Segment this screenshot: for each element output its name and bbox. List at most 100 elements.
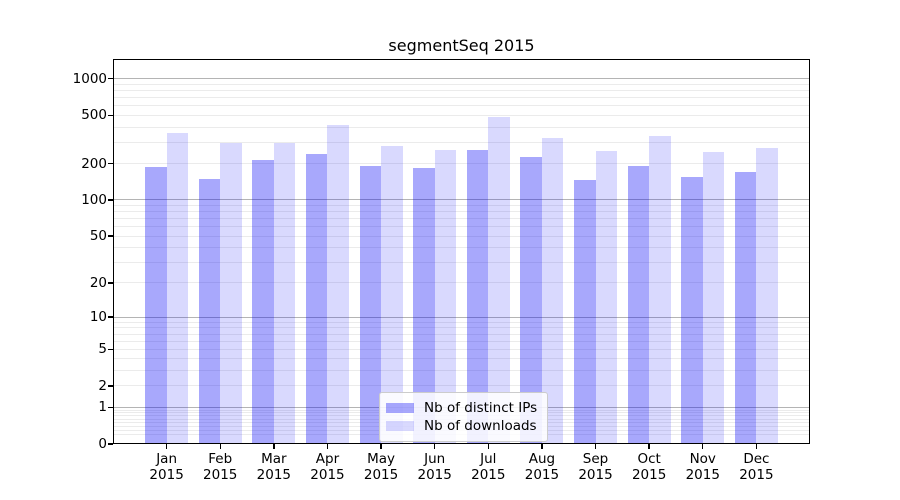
y-axis-tick-label: 2 (98, 377, 107, 394)
plot-area: Nb of distinct IPs Nb of downloads (113, 59, 810, 444)
minor-gridline (113, 211, 810, 213)
year-label: 2015 (524, 466, 560, 483)
minor-gridline (113, 247, 810, 249)
month-label: Aug (528, 451, 556, 467)
year-label: 2015 (417, 466, 452, 483)
x-tick-mark (702, 444, 704, 449)
chart-title: segmentSeq 2015 (388, 36, 535, 55)
year-label: 2015 (631, 466, 667, 483)
legend: Nb of distinct IPs Nb of downloads (379, 392, 549, 442)
x-axis-tick-label: Dec 2015 (724, 451, 788, 483)
year-label: 2015 (256, 466, 292, 483)
y-tick-mark (108, 406, 113, 409)
bar-sep-ips (574, 180, 596, 444)
minor-gridline (113, 327, 810, 329)
y-axis-tick-label: 20 (89, 274, 107, 291)
y-tick-mark (108, 114, 113, 116)
x-axis-tick-label: Nov 2015 (671, 451, 735, 483)
bar-oct-ips (627, 166, 650, 444)
bar-feb-ips (198, 179, 221, 444)
minor-gridline (113, 340, 810, 342)
year-label: 2015 (363, 466, 399, 483)
month-label: Jan (156, 451, 178, 467)
legend-item: Nb of downloads (386, 418, 537, 434)
month-label: Nov (689, 451, 716, 467)
month-label: Apr (315, 451, 340, 467)
x-tick-mark (165, 444, 168, 449)
y-axis-tick-label: 1000 (72, 70, 107, 87)
minor-gridline (113, 348, 810, 350)
minor-gridline (113, 321, 810, 323)
year-label: 2015 (471, 466, 506, 483)
legend-label: Nb of downloads (424, 418, 537, 434)
minor-gridline (113, 226, 810, 228)
bar-may-ips (359, 165, 382, 444)
x-axis-tick-label: Mar 2015 (242, 451, 306, 483)
minor-gridline (113, 126, 810, 128)
bar-jan-downloads (166, 132, 189, 444)
bar-dec-downloads (756, 148, 778, 444)
y-axis-tick-label: 500 (81, 107, 107, 124)
bar-oct-downloads (649, 136, 671, 444)
x-tick-mark (273, 444, 275, 449)
minor-gridline (113, 83, 810, 85)
year-label: 2015 (685, 466, 720, 483)
month-label: Dec (743, 451, 770, 467)
minor-gridline (113, 105, 810, 107)
minor-gridline (113, 333, 810, 335)
month-label: Sep (582, 451, 609, 467)
bar-jun-ips (413, 168, 435, 444)
y-tick-mark (108, 77, 113, 80)
y-axis-tick-label: 10 (89, 309, 107, 326)
y-axis-tick-label: 200 (81, 155, 107, 172)
x-axis-tick-label: Jun 2015 (403, 451, 467, 483)
bar-mar-downloads (273, 142, 296, 444)
y-tick-mark (108, 235, 113, 237)
x-tick-mark (326, 444, 329, 449)
minor-gridline (113, 385, 810, 387)
month-label: Jul (480, 451, 497, 467)
x-tick-mark (648, 444, 650, 449)
month-label: Oct (637, 451, 661, 467)
minor-gridline (113, 218, 810, 220)
legend-swatch (386, 421, 414, 431)
y-tick-mark (108, 316, 113, 318)
y-tick-mark (108, 348, 113, 350)
y-tick-mark (108, 162, 113, 165)
minor-gridline (113, 96, 810, 98)
bar-nov-downloads (702, 152, 725, 444)
x-tick-mark (380, 444, 382, 449)
bar-nov-ips (681, 176, 703, 444)
bar-jul-downloads (488, 116, 510, 444)
major-gridline (113, 199, 810, 201)
bar-mar-ips (252, 159, 274, 444)
bar-apr-downloads (327, 124, 349, 444)
minor-gridline (113, 235, 810, 237)
x-axis-tick-label: Feb 2015 (188, 451, 252, 483)
y-tick-mark (108, 385, 113, 387)
bar-aug-ips (520, 157, 542, 444)
x-axis-tick-label: Oct 2015 (617, 451, 681, 483)
x-tick-mark (594, 444, 597, 449)
x-axis-tick-label: Apr 2015 (295, 451, 359, 483)
year-label: 2015 (203, 466, 238, 483)
bar-jan-ips (145, 166, 167, 444)
y-tick-mark (108, 443, 113, 445)
bar-aug-downloads (541, 138, 564, 444)
x-axis-tick-label: Jan 2015 (135, 451, 199, 483)
y-axis-tick-label: 50 (89, 228, 107, 245)
bar-dec-ips (734, 171, 757, 444)
x-axis-tick-label: Aug 2015 (510, 451, 574, 483)
y-axis-tick-label: 1 (98, 399, 107, 416)
bar-sep-downloads (595, 151, 618, 444)
minor-gridline (113, 261, 810, 263)
legend-item: Nb of distinct IPs (386, 400, 537, 416)
minor-gridline (113, 204, 810, 206)
year-label: 2015 (149, 466, 184, 483)
minor-gridline (113, 282, 810, 284)
bar-jun-downloads (434, 149, 457, 444)
minor-gridline (113, 163, 810, 165)
bar-may-downloads (381, 146, 403, 444)
x-tick-mark (487, 444, 489, 449)
